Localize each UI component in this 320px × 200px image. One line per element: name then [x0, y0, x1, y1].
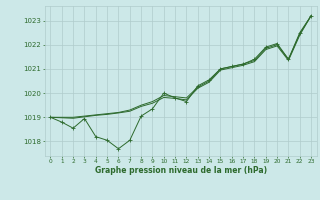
X-axis label: Graphe pression niveau de la mer (hPa): Graphe pression niveau de la mer (hPa): [95, 166, 267, 175]
